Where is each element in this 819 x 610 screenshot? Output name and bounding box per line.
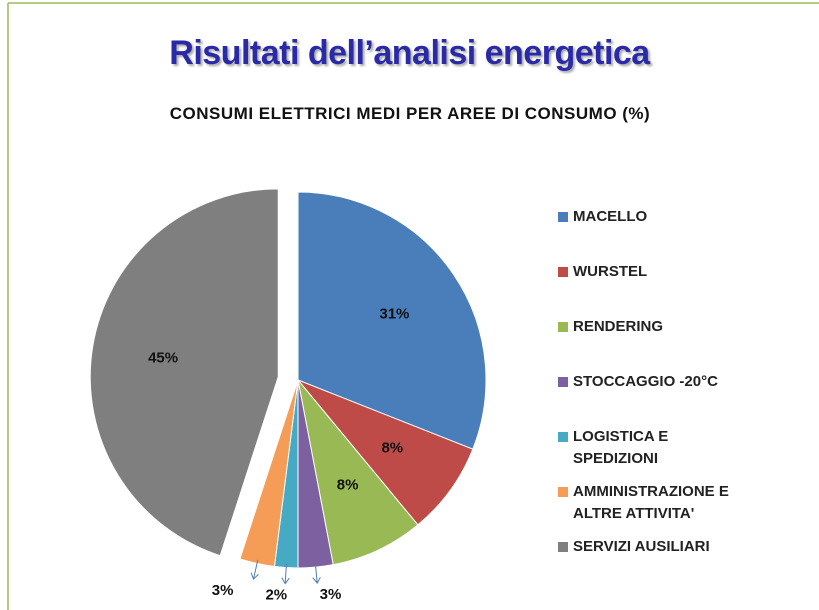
data-label: 8%	[381, 439, 403, 456]
legend-swatch	[558, 487, 568, 497]
legend-label: SERVIZI AUSILIARI	[573, 538, 710, 555]
leader-line	[315, 563, 317, 583]
leader-line	[253, 559, 257, 579]
data-label: 45%	[148, 350, 178, 367]
legend-label: AMMINISTRAZIONE E ALTRE ATTIVITA'	[573, 483, 729, 522]
leader-line	[285, 563, 286, 584]
legend-label: STOCCAGGIO -20°C	[573, 373, 718, 390]
legend-swatch	[558, 322, 568, 332]
legend-item: WURSTEL	[558, 261, 758, 283]
data-label: 31%	[379, 305, 409, 322]
legend-item: AMMINISTRAZIONE E ALTRE ATTIVITA'	[558, 481, 758, 525]
pie-slice	[297, 379, 474, 526]
data-label: 3%	[320, 586, 342, 603]
legend-swatch	[558, 212, 568, 222]
legend-swatch	[558, 267, 568, 277]
legend-label: MACELLO	[573, 208, 648, 225]
legend-swatch	[558, 432, 568, 442]
legend-label: WURSTEL	[573, 263, 648, 280]
data-label: 2%	[265, 587, 287, 604]
legend-item: MACELLO	[558, 206, 758, 228]
chart-title: CONSUMI ELETTRICI MEDI PER AREE DI CONSU…	[169, 104, 651, 123]
data-label: 8%	[337, 476, 359, 493]
legend-item: STOCCAGGIO -20°C	[558, 371, 758, 393]
legend-swatch	[558, 542, 568, 552]
pie-slice	[297, 379, 419, 566]
pie-slice	[89, 188, 279, 557]
legend-item: SERVIZI AUSILIARI	[558, 536, 758, 558]
legend-label: RENDERING	[573, 318, 664, 335]
legend-item: RENDERING	[558, 316, 758, 338]
slide-heading: Risultati dell’analisi energetica	[169, 34, 650, 72]
legend-label: LOGISTICA E SPEDIZIONI	[573, 428, 669, 467]
data-label: 3%	[212, 582, 234, 599]
pie-slice	[297, 191, 487, 450]
legend-item: LOGISTICA E SPEDIZIONI	[558, 426, 758, 470]
legend-swatch	[558, 377, 568, 387]
